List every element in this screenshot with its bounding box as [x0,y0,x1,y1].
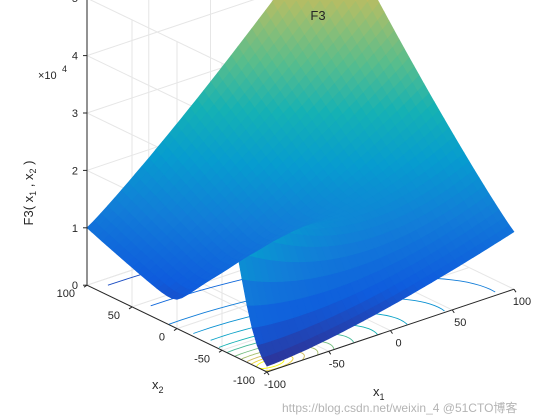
z-axis-label-sub2: 2 [28,168,38,173]
grid-line [89,0,268,86]
surface-patch [86,220,100,233]
z-axis-label-end: ) [21,161,36,169]
x-tick-mark [451,309,455,314]
watermark: https://blog.csdn.net/weixin_4 @51CTO博客 [282,400,517,415]
x-axis-label: x1 [373,384,385,402]
x-tick-label: 50 [454,317,466,329]
z-tick-label: 3 [72,108,78,120]
y-tick-mark [128,306,133,310]
y-axis-label: x2 [152,377,164,395]
z-tick-label: 0 [72,280,78,292]
x-tick-mark [266,371,270,376]
z-tick-label: 5 [72,0,78,5]
y-tick-label: 50 [108,310,120,322]
y-axis-label-sub: 2 [159,385,164,395]
y-tick-label: 0 [159,332,165,344]
x-tick-label: -100 [264,379,286,391]
z-tick-label: 4 [72,51,78,63]
z-exponent-power: 4 [62,64,67,74]
x-tick-mark [390,330,393,334]
z-axis-label-head: F3( x [21,195,36,225]
x-tick-mark [328,351,332,355]
y-tick-label: -100 [233,375,255,387]
z-axis-label: F3( x1 , x2 ) [21,161,38,226]
x-tick-label: 100 [513,296,531,308]
z-axis-label-sub1: 1 [28,191,38,196]
x-axis-label-sub: 1 [380,392,385,402]
z-axis-label-mid: , x [21,173,36,191]
y-tick-mark [263,371,268,375]
z-tick-label: 2 [72,165,78,177]
x-tick-label: 0 [395,338,401,350]
z-exponent-base: ×10 [38,70,57,82]
z-exponent-label: ×10 4 [38,64,67,82]
y-axis-label-main: x [152,377,159,392]
y-tick-label: -50 [194,353,210,365]
x-tick-mark [513,288,517,293]
surface-patch [365,0,369,3]
y-tick-label: 100 [57,288,75,300]
surface-plot [86,0,515,367]
y-tick-mark [173,328,178,332]
z-tick-label: 1 [72,223,78,235]
y-tick-mark [218,349,223,353]
svg-text:F3( x1 , x2 ): F3( x1 , x2 ) [21,161,38,226]
x-axis-label-main: x [373,384,380,399]
x-tick-label: -50 [329,358,345,370]
chart-title: F3 [310,8,325,23]
